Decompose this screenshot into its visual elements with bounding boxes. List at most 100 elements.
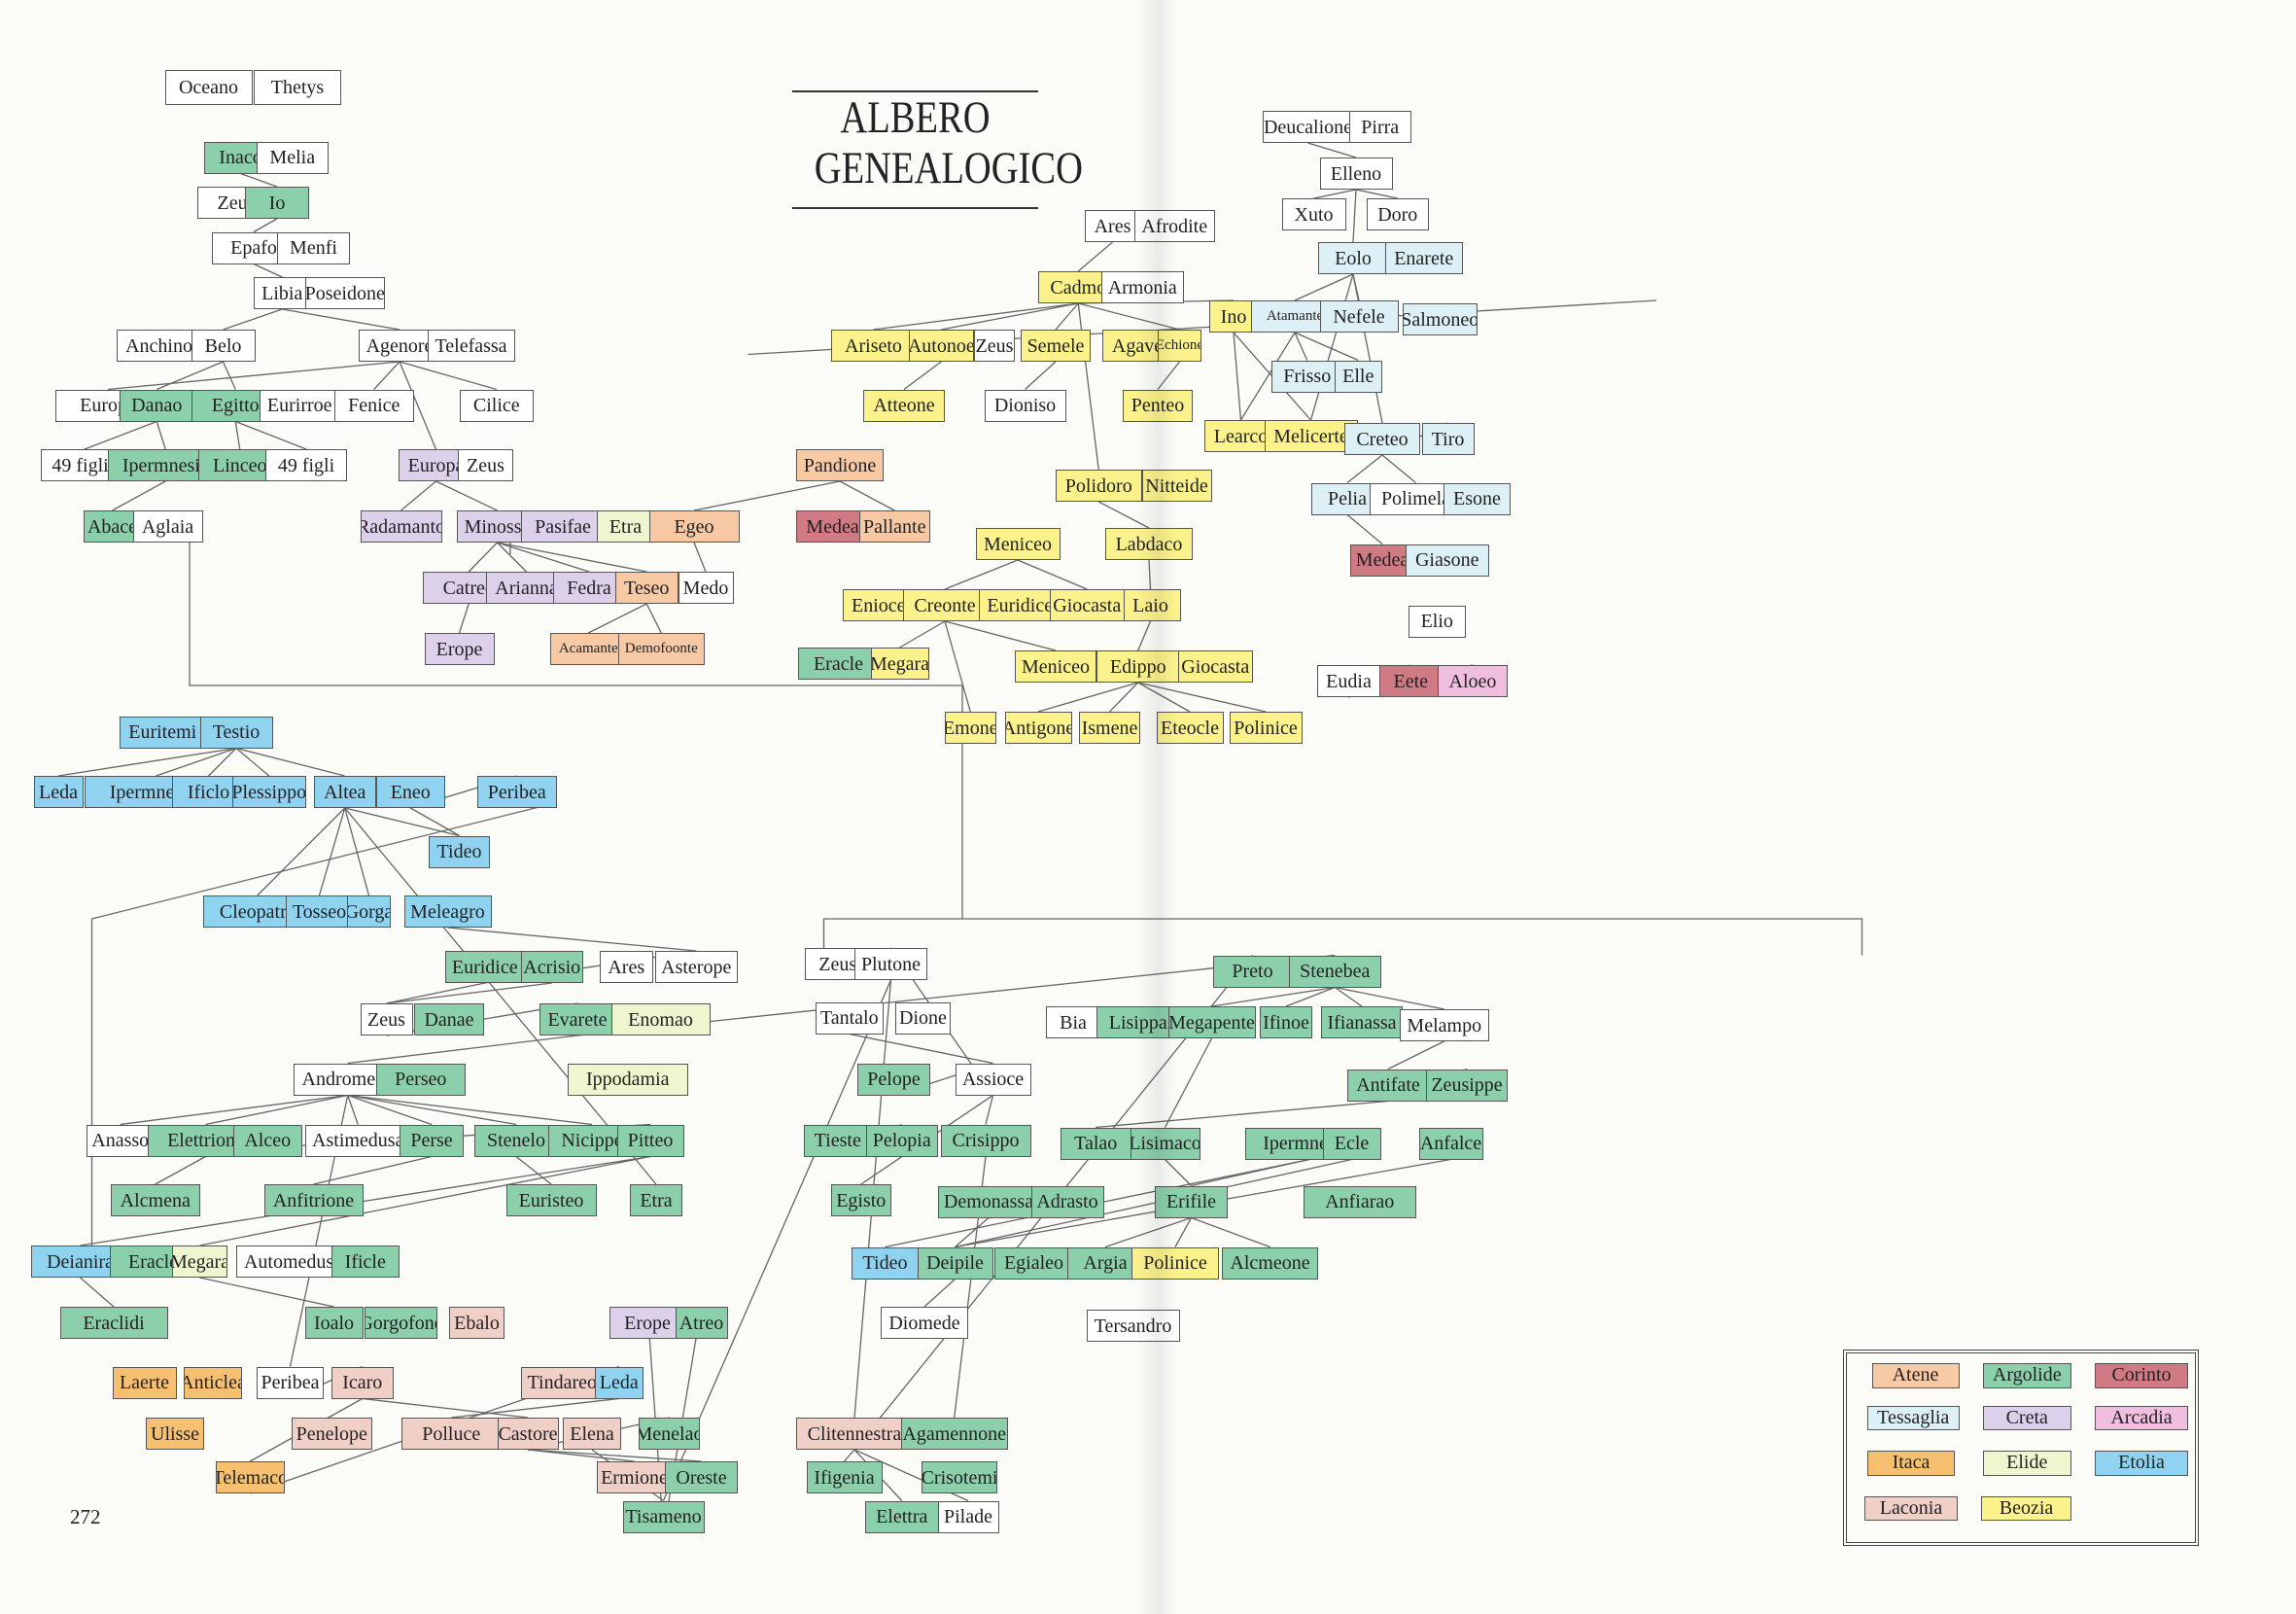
person-ismene: Ismene	[1079, 712, 1140, 744]
person-penteo: Penteo	[1123, 389, 1193, 422]
connector-line	[458, 603, 470, 634]
person-giocasta: Giocasta	[1050, 589, 1125, 621]
person-diomede: Diomede	[881, 1307, 968, 1339]
person-agenore: Agenore	[359, 330, 440, 362]
person-giasone: Giasone	[1406, 544, 1489, 577]
connector-line	[318, 807, 346, 896]
page-number: 272	[70, 1505, 101, 1528]
person-zeusippe: Zeusippe	[1426, 1069, 1508, 1102]
person-alceo: Alceo	[233, 1124, 302, 1157]
person-astimedusa: Astimedusa	[304, 1124, 411, 1157]
person-penelope: Penelope	[292, 1418, 372, 1450]
connector-line	[1211, 986, 1336, 1007]
person-agamennone: Agamennone	[901, 1418, 1008, 1450]
connector-line	[1017, 559, 1088, 590]
person-enioce: Enioce	[843, 589, 915, 621]
person-eneo: Eneo	[376, 776, 445, 808]
connector-line	[344, 807, 370, 896]
person-egisto: Egisto	[831, 1184, 891, 1216]
person-cilice: Cilice	[459, 389, 534, 422]
person-deipile: Deipile	[917, 1246, 993, 1280]
connector-line	[120, 1094, 348, 1126]
person-eurirroe: Eurirroe	[260, 389, 340, 422]
person-alcmena: Alcmena	[111, 1184, 200, 1216]
connector-line	[1164, 1037, 1213, 1128]
person-ares: Ares	[1085, 210, 1140, 242]
person-frisso: Frisso	[1271, 360, 1343, 393]
person-echione: Echione	[1158, 330, 1201, 362]
person-abace: Abace	[83, 510, 142, 543]
person-altea: Altea	[313, 776, 376, 808]
connector-line	[899, 620, 946, 649]
connector-line	[1352, 273, 1383, 424]
person-creteo: Creteo	[1344, 423, 1420, 455]
person-elio: Elio	[1409, 605, 1466, 638]
title-line-2: GENEALOGICO	[814, 143, 1083, 193]
person-egeo: Egeo	[648, 510, 740, 543]
person-ecle: Ecle	[1322, 1127, 1381, 1160]
person-castore: Castore	[497, 1418, 559, 1450]
person-salmoneo: Salmoneo	[1403, 303, 1478, 335]
person-antifate: Antifate	[1347, 1069, 1429, 1102]
connector-line	[1313, 189, 1357, 199]
person-danae: Danae	[414, 1003, 484, 1035]
person-libia: Libia	[254, 277, 311, 309]
person-pallante: Pallante	[858, 510, 930, 543]
connector-line	[1381, 454, 1416, 484]
person-ermione: Ermione	[596, 1461, 673, 1493]
person-menelao: Menelao	[639, 1418, 700, 1450]
connector-line	[1294, 332, 1308, 361]
person-anticlea: Anticlea	[184, 1366, 242, 1399]
person-tisameno: Tisameno	[622, 1500, 705, 1533]
person-icaro: Icaro	[330, 1366, 394, 1399]
person-leda: Leda	[595, 1366, 644, 1399]
connector-line	[1335, 986, 1444, 1010]
person-melicerte: Melicerte	[1264, 420, 1358, 452]
person-medo: Medo	[678, 572, 734, 604]
legend-swatch-corinto: Corinto	[2095, 1363, 2188, 1388]
person-creonte: Creonte	[902, 589, 988, 621]
connector-line	[1104, 1216, 1192, 1248]
connector-line	[223, 308, 283, 331]
connector-line	[645, 603, 662, 634]
connector-line	[527, 1449, 702, 1462]
person-thetys: Thetys	[254, 70, 341, 105]
connector-line	[107, 361, 400, 391]
person-autonoe: Autonoe	[908, 330, 974, 362]
person-catreo: Catreo	[423, 572, 515, 604]
connector-line	[1077, 302, 1099, 471]
connector-line	[1294, 332, 1359, 362]
person-ebalo: Ebalo	[449, 1307, 504, 1339]
person-lisimaco: Lisimaco	[1130, 1127, 1200, 1160]
connector-line	[347, 1095, 359, 1125]
connector-line	[1346, 454, 1383, 484]
person-polinice: Polinice	[1131, 1246, 1219, 1280]
person-pilade: Pilade	[937, 1500, 999, 1533]
connector-line	[57, 747, 237, 777]
person-egialeo: Egialeo	[994, 1246, 1073, 1280]
person-io: Io	[245, 187, 309, 219]
person-armonia: Armonia	[1100, 271, 1184, 303]
connector-line	[447, 927, 697, 952]
person-enomao: Enomao	[610, 1003, 711, 1035]
person-ioalo: Ioalo	[304, 1307, 364, 1339]
person-belo: Belo	[191, 330, 256, 362]
connector-line	[1174, 1217, 1193, 1247]
person-dioniso: Dioniso	[984, 389, 1066, 422]
person-plutone: Plutone	[854, 948, 927, 980]
person-medea: Medea	[796, 510, 869, 543]
title-line-1: ALBERO	[840, 92, 991, 143]
person-erope: Erope	[609, 1307, 685, 1339]
person-bia: Bia	[1045, 1006, 1101, 1038]
person-danao: Danao	[120, 389, 194, 422]
connector-line	[1137, 682, 1267, 713]
connector-line	[156, 361, 224, 391]
connector-line	[156, 421, 166, 450]
connector-line	[1285, 986, 1336, 1007]
person-aloeo: Aloeo	[1438, 665, 1508, 697]
legend-swatch-arcadia: Arcadia	[2095, 1405, 2188, 1430]
connector-line	[253, 263, 283, 278]
person-ulisse: Ulisse	[146, 1418, 204, 1450]
connector-line	[240, 172, 278, 188]
connector-line	[1157, 361, 1181, 390]
